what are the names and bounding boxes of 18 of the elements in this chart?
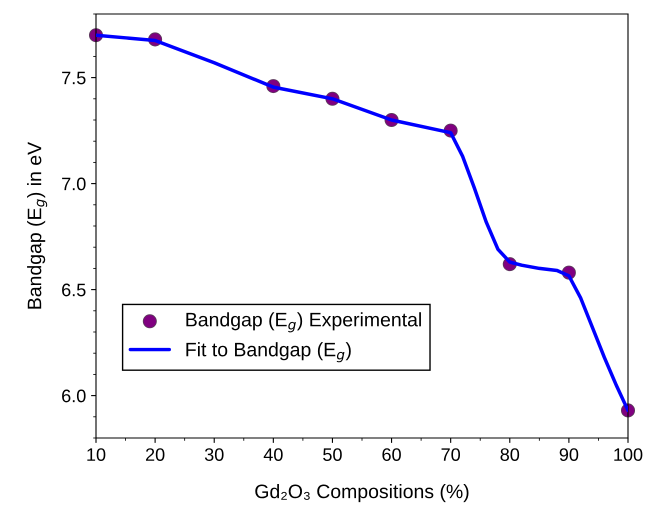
- y-tick-label: 7.0: [62, 178, 86, 190]
- x-tick-label: 50: [323, 448, 342, 461]
- x-tick-label: 30: [204, 448, 224, 461]
- x-tick-label: 20: [146, 448, 164, 461]
- x-tick-label: 90: [560, 448, 578, 461]
- x-axis-title: Gd₂O₃ Compositions (%): [255, 484, 468, 502]
- y-tick-label: 7.5: [62, 72, 86, 84]
- y-tick-label: 6.0: [62, 390, 86, 402]
- legend-label: Bandgap (E$_{g}$) Experimental: [186, 312, 421, 332]
- x-tick-label: 10: [87, 448, 106, 461]
- y-tick-label: 6.5: [62, 284, 86, 296]
- x-tick-label: 100: [614, 448, 642, 461]
- x-tick-label: 80: [500, 448, 520, 461]
- y-axis-title: Bandgap (E$_{g}$) in eV: [27, 142, 48, 309]
- x-tick-label: 70: [442, 448, 460, 461]
- legend-label: Fit to Bandgap (E$_{g}$): [186, 342, 351, 362]
- x-tick-label: 40: [264, 448, 283, 461]
- x-tick-label: 60: [382, 448, 401, 461]
